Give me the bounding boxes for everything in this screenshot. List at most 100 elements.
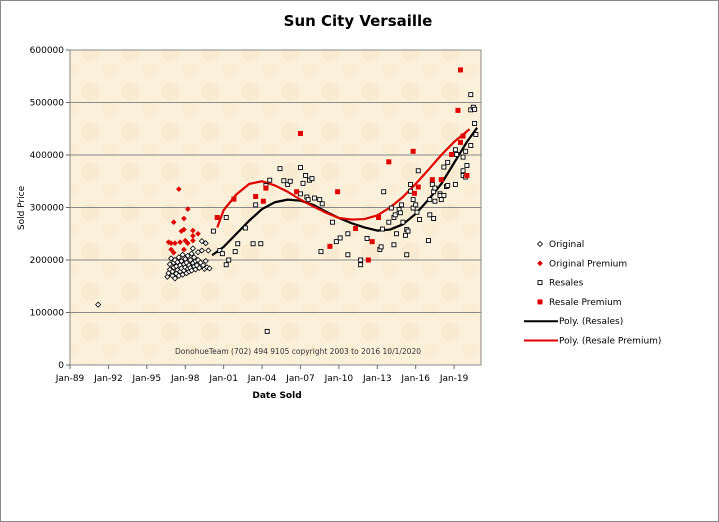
point-resales — [300, 180, 306, 186]
x-tick-label: Jan-89 — [55, 374, 85, 384]
y-tick-label: 400000 — [30, 151, 65, 161]
point-resales — [333, 239, 339, 245]
point-resales — [431, 216, 437, 221]
point-original-premium — [176, 186, 182, 192]
point-resales — [253, 202, 259, 208]
point-resales — [405, 228, 411, 234]
point-resales — [378, 244, 384, 250]
point-resales — [312, 195, 318, 201]
point-resale-premium — [253, 193, 259, 199]
point-resales — [463, 148, 469, 154]
point-original — [182, 264, 189, 271]
point-resales — [400, 219, 406, 225]
point-resale-premium — [429, 177, 435, 183]
point-resales — [210, 228, 216, 234]
point-resales — [397, 210, 403, 216]
point-resales — [404, 252, 410, 258]
point-original — [168, 255, 175, 262]
point-resales — [410, 205, 416, 211]
x-tick-label: Jan-10 — [324, 374, 354, 384]
y-tick-label: 100000 — [30, 309, 65, 319]
point-original — [187, 256, 194, 264]
point-resales — [287, 178, 293, 184]
point-resale-premium — [214, 214, 220, 220]
point-resales — [232, 249, 238, 255]
legend-label-original-premium: Original Premium — [549, 259, 627, 269]
point-original — [184, 252, 191, 259]
x-tick-label: Jan-19 — [439, 374, 469, 384]
point-resales — [460, 154, 466, 160]
point-original — [171, 275, 179, 282]
legend-label-original: Original — [549, 240, 584, 250]
point-resales — [452, 147, 458, 153]
point-resales — [330, 219, 335, 225]
x-tick-label: Jan-13 — [362, 374, 392, 384]
point-original-premium — [190, 237, 196, 244]
point-resales — [454, 152, 460, 157]
legend-label-resales: Resales — [549, 279, 584, 289]
point-resales — [391, 242, 397, 248]
point-resales — [223, 262, 229, 268]
point-original-premium — [170, 249, 177, 256]
point-resales — [415, 168, 421, 174]
point-resales — [358, 257, 364, 263]
point-resale-premium — [449, 151, 455, 157]
point-original-premium — [190, 233, 196, 239]
point-resales — [281, 178, 287, 184]
legend: Original Original Premium Resales Resale Pr… — [524, 240, 661, 347]
point-resales — [309, 176, 315, 182]
point-original — [206, 265, 213, 272]
point-original-premium — [184, 240, 191, 246]
point-original-premium — [177, 239, 183, 245]
point-resales — [235, 241, 241, 247]
point-original — [198, 238, 205, 245]
point-resale-premium — [327, 243, 333, 249]
point-resale-premium — [386, 159, 392, 165]
point-original — [169, 268, 176, 275]
x-tick-label: Jan-04 — [247, 374, 277, 384]
point-original-premium — [170, 219, 177, 225]
point-resales — [464, 163, 470, 168]
x-tick-label: Jan-01 — [208, 374, 238, 384]
point-resale-premium — [260, 198, 266, 204]
point-resales — [305, 197, 311, 203]
point-original-premium — [181, 246, 187, 253]
point-resale-premium — [415, 184, 421, 190]
y-tick-label: 600000 — [30, 46, 65, 56]
point-resales — [318, 249, 324, 255]
y-axis-label: Sold Price — [17, 185, 27, 230]
point-resales — [473, 132, 479, 137]
x-tick-label: Jan-98 — [170, 374, 200, 384]
point-original-premium — [195, 230, 201, 237]
point-original — [202, 257, 209, 265]
point-resale-premium — [263, 185, 269, 191]
point-resales — [460, 168, 466, 174]
point-resales — [345, 252, 351, 258]
point-resales — [264, 328, 270, 334]
point-resales — [358, 262, 364, 268]
point-original — [189, 245, 196, 252]
point-resale-premium — [369, 239, 375, 245]
point-original-premium — [181, 226, 187, 233]
point-resales — [427, 197, 433, 203]
point-resale-premium — [411, 190, 417, 196]
point-resales — [223, 215, 229, 220]
point-resales — [285, 181, 291, 187]
point-resales — [417, 217, 422, 223]
point-original-premium — [184, 206, 191, 212]
point-resales — [267, 177, 273, 183]
point-resales — [345, 231, 351, 237]
legend-swatch-resales — [537, 280, 543, 286]
point-original-premium — [168, 240, 174, 246]
legend-label-poly-resale-premium: Poly. (Resale Premium) — [559, 337, 661, 347]
point-resales — [438, 197, 444, 203]
point-original — [175, 254, 182, 261]
point-resale-premium — [294, 189, 300, 195]
point-resales — [432, 198, 438, 204]
x-tick-label: Jan-95 — [132, 374, 162, 384]
point-resale-premium — [438, 177, 444, 183]
point-resales — [298, 165, 303, 171]
trendline-poly-resale-premium — [216, 128, 471, 228]
point-resales — [441, 164, 447, 170]
